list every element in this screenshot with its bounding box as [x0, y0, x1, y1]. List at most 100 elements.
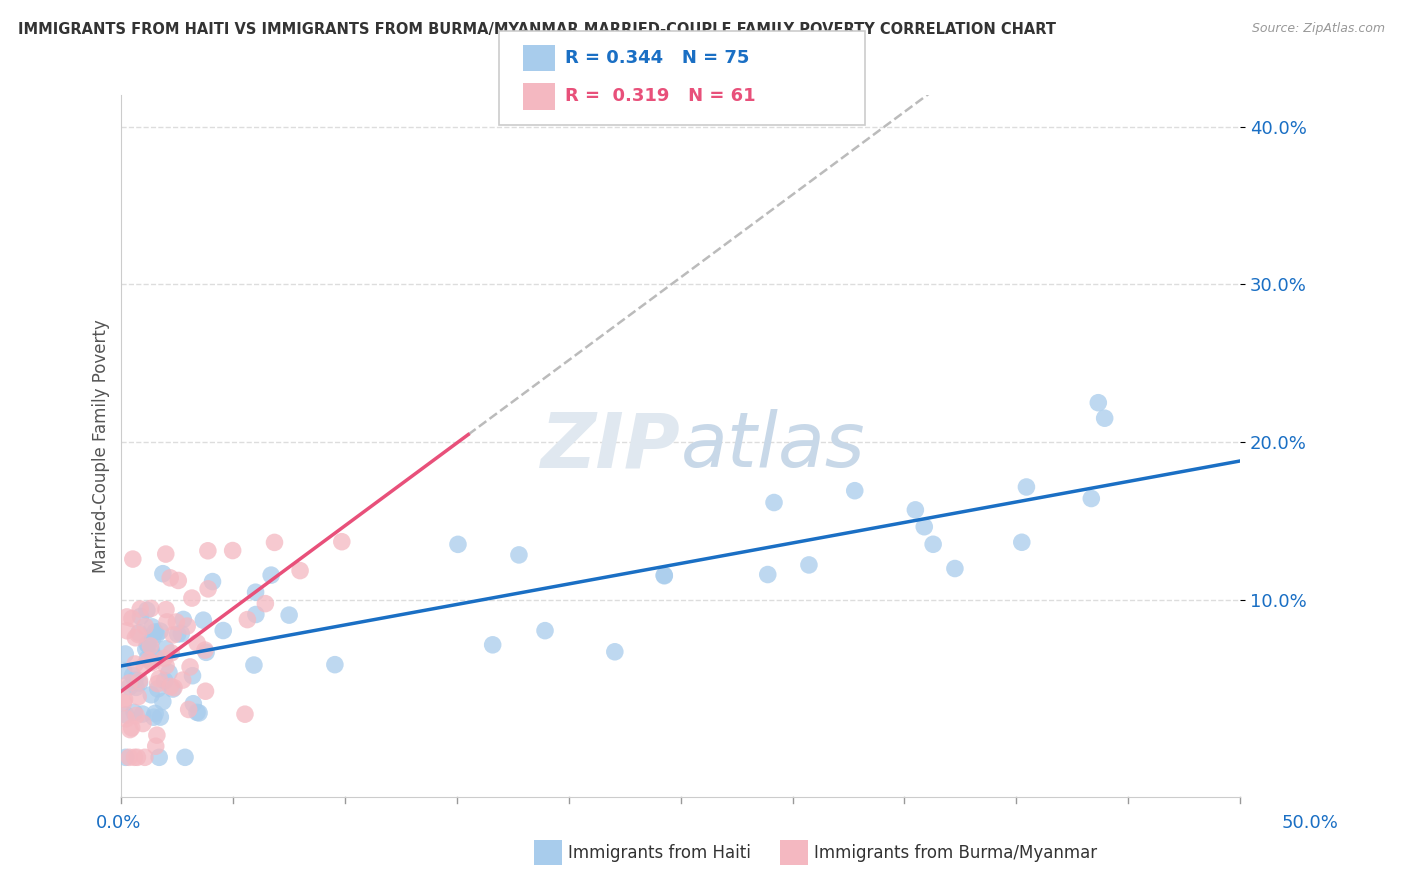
Text: ZIP: ZIP [541, 409, 681, 483]
Point [121, 552, 143, 566]
Point [912, 520, 935, 534]
Point [141, 656, 163, 670]
Point [114, 692, 136, 706]
Point [194, 643, 217, 657]
Text: Source: ZipAtlas.com: Source: ZipAtlas.com [1251, 22, 1385, 36]
Point [121, 668, 143, 682]
Point [201, 574, 224, 589]
Point [135, 603, 157, 617]
Point [159, 571, 181, 585]
Point [188, 706, 211, 720]
Point [156, 615, 179, 629]
Point [167, 574, 190, 588]
Y-axis label: Married-Couple Family Poverty: Married-Couple Family Poverty [93, 319, 110, 573]
Point [136, 637, 159, 651]
Point [143, 624, 166, 639]
Point [139, 601, 162, 615]
Point [145, 651, 167, 665]
Point [145, 627, 167, 641]
Point [142, 710, 165, 724]
Point [243, 658, 266, 673]
Point [118, 680, 141, 694]
Point [114, 647, 136, 661]
Point [125, 681, 148, 695]
Point [652, 569, 675, 583]
Point [127, 690, 149, 704]
Point [221, 543, 243, 558]
Point [1080, 491, 1102, 506]
Text: atlas: atlas [681, 409, 865, 483]
Point [1094, 411, 1116, 425]
Point [180, 591, 202, 605]
Text: Immigrants from Haiti: Immigrants from Haiti [568, 844, 751, 862]
Point [149, 624, 172, 639]
Point [172, 673, 194, 687]
Point [254, 597, 277, 611]
Point [163, 681, 186, 695]
Point [160, 646, 183, 660]
Point [797, 558, 820, 572]
Point [174, 750, 197, 764]
Point [162, 628, 184, 642]
Point [157, 665, 180, 680]
Point [145, 739, 167, 754]
Point [844, 483, 866, 498]
Point [922, 537, 945, 551]
Point [112, 696, 135, 710]
Point [652, 568, 675, 582]
Point [118, 676, 141, 690]
Point [153, 651, 176, 665]
Point [129, 602, 152, 616]
Point [132, 716, 155, 731]
Point [128, 676, 150, 690]
Point [127, 750, 149, 764]
Point [114, 750, 136, 764]
Point [115, 707, 138, 722]
Point [181, 669, 204, 683]
Point [212, 624, 235, 638]
Point [115, 624, 138, 638]
Point [330, 534, 353, 549]
Text: 0.0%: 0.0% [96, 814, 141, 832]
Point [260, 568, 283, 582]
Point [447, 537, 470, 551]
Point [136, 639, 159, 653]
Point [763, 495, 786, 509]
Point [129, 609, 152, 624]
Point [177, 702, 200, 716]
Point [152, 695, 174, 709]
Point [124, 750, 146, 764]
Point [603, 645, 626, 659]
Point [183, 697, 205, 711]
Point [141, 632, 163, 646]
Point [172, 612, 194, 626]
Point [141, 688, 163, 702]
Text: R = 0.344   N = 75: R = 0.344 N = 75 [565, 49, 749, 67]
Point [134, 658, 156, 673]
Point [323, 657, 346, 672]
Point [152, 566, 174, 581]
Point [197, 582, 219, 596]
Point [186, 706, 208, 720]
Point [134, 619, 156, 633]
Point [118, 723, 141, 737]
Point [155, 547, 177, 561]
Point [197, 543, 219, 558]
Point [128, 625, 150, 640]
Point [176, 619, 198, 633]
Point [112, 664, 135, 678]
Point [124, 673, 146, 687]
Point [195, 645, 218, 659]
Point [245, 607, 267, 622]
Point [1011, 535, 1033, 549]
Point [155, 602, 177, 616]
Point [143, 706, 166, 721]
Point [146, 681, 169, 696]
Point [162, 681, 184, 696]
Point [263, 535, 285, 549]
Point [146, 728, 169, 742]
Point [125, 708, 148, 723]
Point [124, 631, 146, 645]
Point [170, 626, 193, 640]
Point [128, 673, 150, 688]
